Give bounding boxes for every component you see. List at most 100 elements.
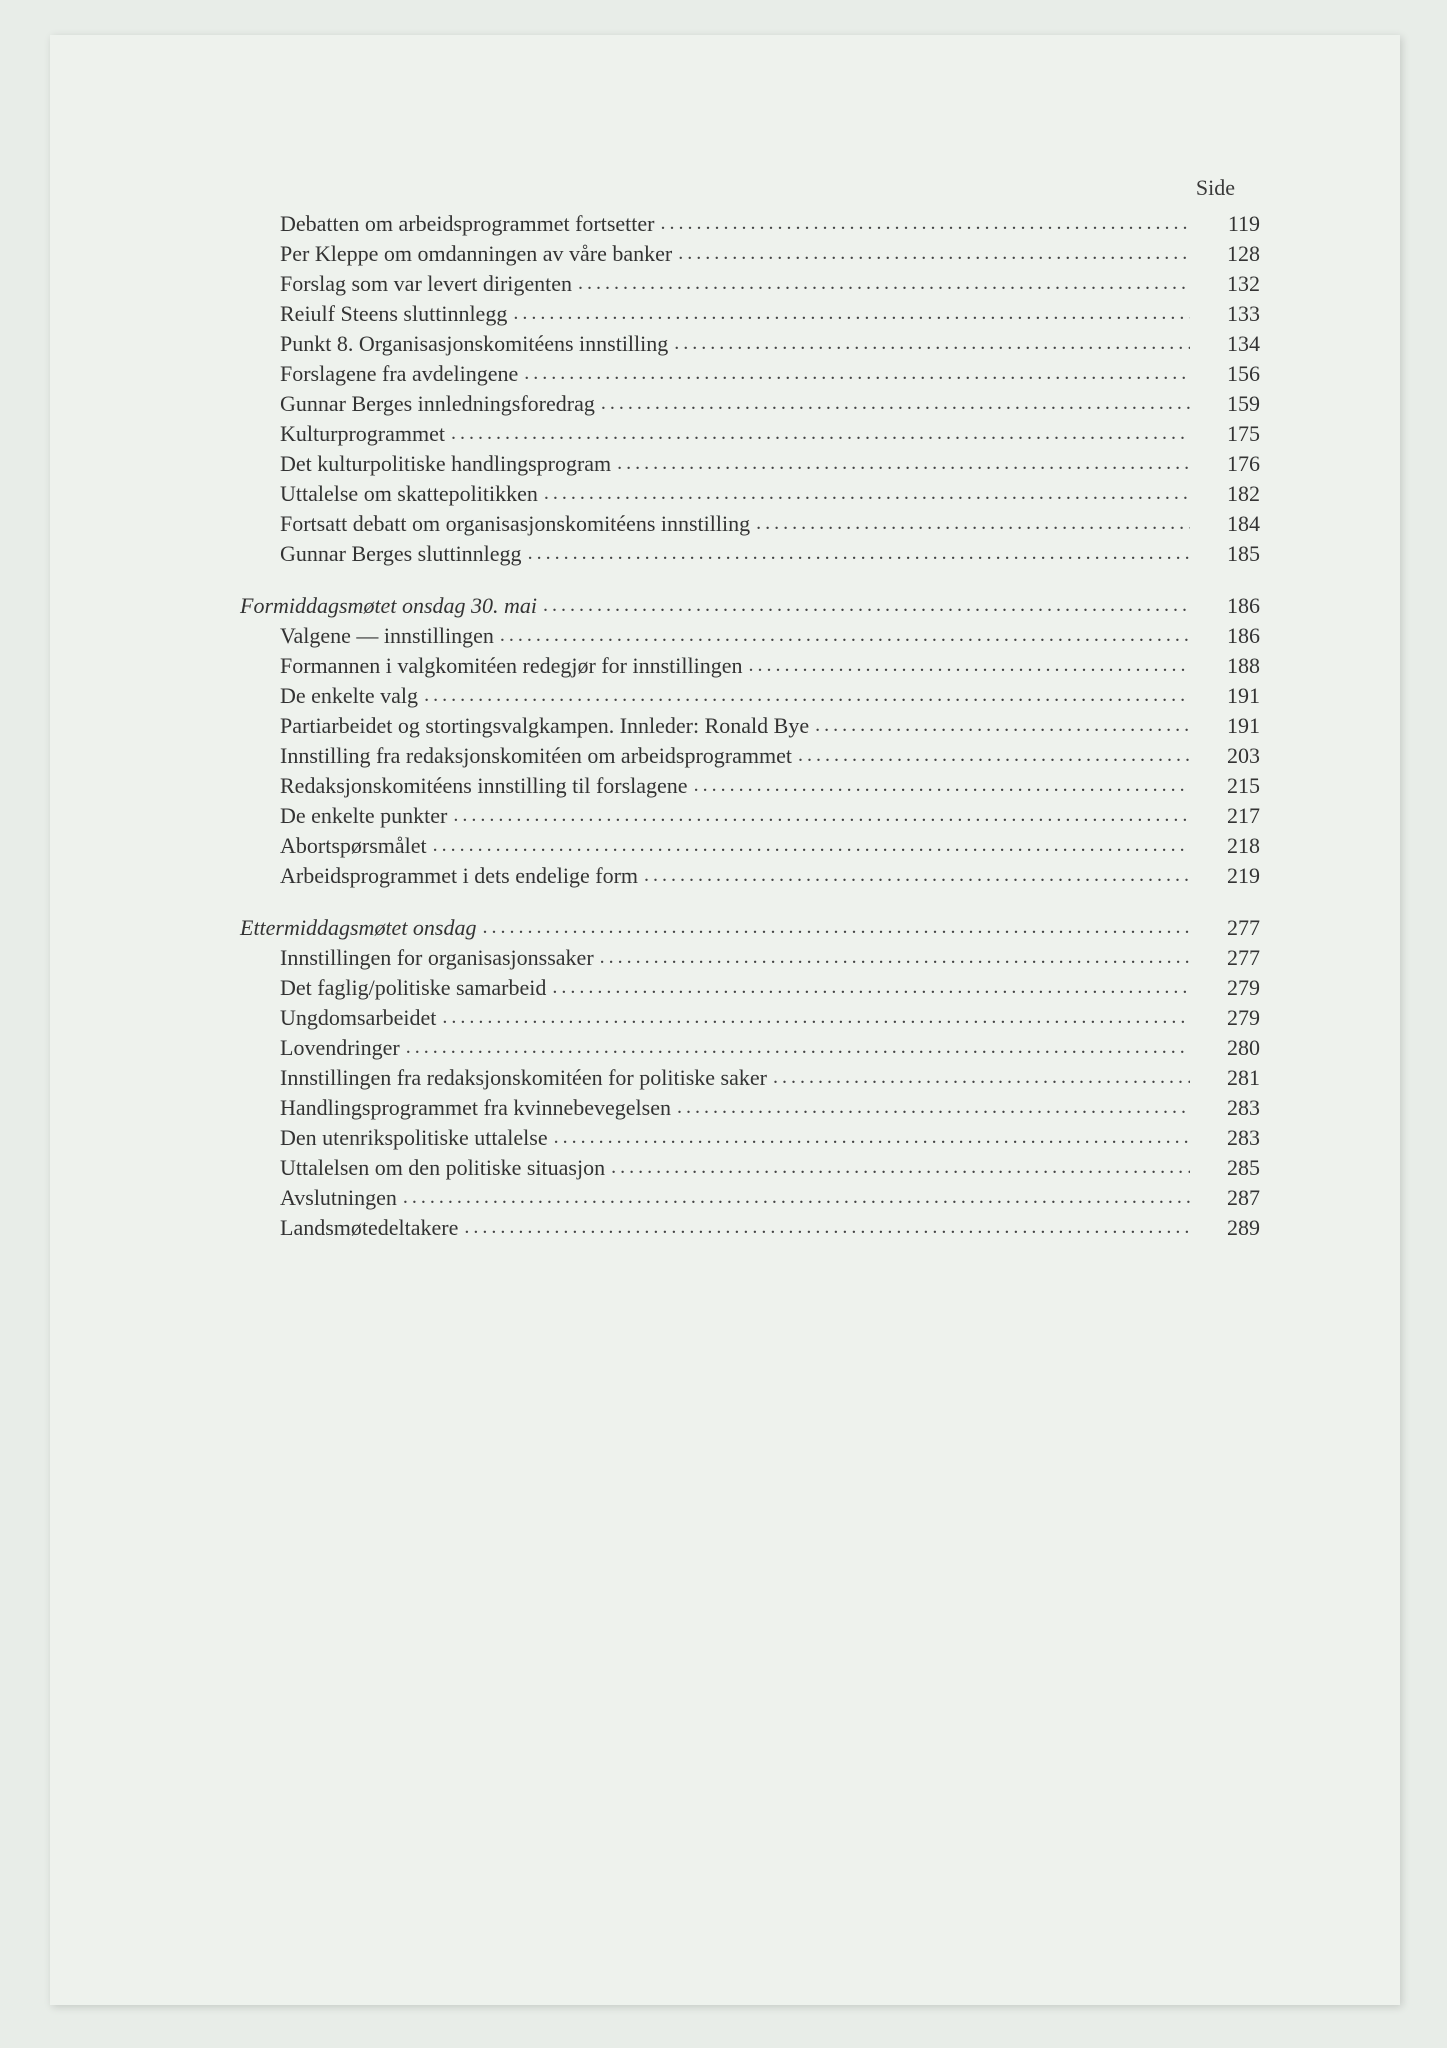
toc-entry-page: 218 [1190,831,1260,861]
toc-entry-row: Avslutningen............................… [190,1183,1260,1213]
toc-entry-label: Det kulturpolitiske handlingsprogram [280,449,617,479]
toc-entry-page: 128 [1190,239,1260,269]
toc-leader-dots: ........................................… [578,270,1190,297]
toc-entry-label: Lovendringer [280,1033,406,1063]
toc-entry-page: 134 [1190,329,1260,359]
toc-leader-dots: ........................................… [677,1094,1190,1121]
toc-entry-page: 186 [1190,621,1260,651]
toc-leader-dots: ........................................… [815,712,1190,739]
toc-entry-label: Forslagene fra avdelingene [280,359,524,389]
toc-entry-page: 184 [1190,509,1260,539]
toc-entry-page: 185 [1190,539,1260,569]
toc-entry-page: 176 [1190,449,1260,479]
toc-entry-label: Ungdomsarbeidet [280,1003,442,1033]
toc-leader-dots: ........................................… [424,682,1190,709]
toc-leader-dots: ........................................… [694,772,1190,799]
toc-leader-dots: ........................................… [433,832,1190,859]
table-of-contents: Debatten om arbeidsprogrammet fortsetter… [190,209,1260,1243]
toc-entry-page: 156 [1190,359,1260,389]
toc-entry-row: Forslagene fra avdelingene..............… [190,359,1260,389]
toc-leader-dots: ........................................… [749,652,1190,679]
toc-entry-label: Partiarbeidet og stortingsvalgkampen. In… [280,711,815,741]
toc-entry-page: 283 [1190,1123,1260,1153]
toc-entry-page: 191 [1190,681,1260,711]
toc-entry-row: De enkelte valg.........................… [190,681,1260,711]
header-row: Side [190,175,1260,201]
toc-leader-dots: ........................................… [756,510,1190,537]
toc-entry-label: Uttalelsen om den politiske situasjon [280,1153,611,1183]
toc-entry-label: Gunnar Berges innledningsforedrag [280,389,601,419]
toc-entry-page: 281 [1190,1063,1260,1093]
toc-entry-page: 203 [1190,741,1260,771]
toc-entry-page: 188 [1190,651,1260,681]
toc-entry-label: Innstillingen fra redaksjonskomitéen for… [280,1063,773,1093]
toc-leader-dots: ........................................… [453,802,1190,829]
toc-entry-row: Gunnar Berges sluttinnlegg..............… [190,539,1260,569]
toc-entry-label: Punkt 8. Organisasjonskomitéens innstill… [280,329,674,359]
toc-section: Ettermiddagsmøtet onsdag................… [190,913,1260,1243]
toc-entry-row: Forslag som var levert dirigenten.......… [190,269,1260,299]
toc-entry-label: Det faglig/politiske samarbeid [280,973,552,1003]
toc-entry-page: 119 [1190,209,1260,239]
toc-leader-dots: ........................................… [600,944,1190,971]
toc-entry-label: Kulturprogrammet [280,419,451,449]
document-page: Side Debatten om arbeidsprogrammet forts… [50,35,1400,2005]
toc-entry-row: Uttalelsen om den politiske situasjon...… [190,1153,1260,1183]
toc-leader-dots: ........................................… [543,592,1190,619]
toc-entry-label: Redaksjonskomitéens innstilling til fors… [280,771,694,801]
toc-leader-dots: ........................................… [528,540,1190,567]
toc-entry-label: Den utenrikspolitiske uttalelse [280,1123,554,1153]
toc-entry-row: Ungdomsarbeidet.........................… [190,1003,1260,1033]
toc-entry-page: 279 [1190,973,1260,1003]
toc-entry-row: Det kulturpolitiske handlingsprogram....… [190,449,1260,479]
toc-entry-row: Lovendringer............................… [190,1033,1260,1063]
toc-heading-page: 277 [1190,913,1260,943]
toc-leader-dots: ........................................… [660,210,1190,237]
toc-heading-page: 186 [1190,591,1260,621]
toc-entry-label: Arbeidsprogrammet i dets endelige form [280,861,644,891]
toc-entry-row: Landsmøtedeltakere......................… [190,1213,1260,1243]
toc-leader-dots: ........................................… [406,1034,1190,1061]
toc-entry-page: 283 [1190,1093,1260,1123]
toc-entry-page: 159 [1190,389,1260,419]
toc-entry-label: Landsmøtedeltakere [280,1213,464,1243]
toc-entry-label: Debatten om arbeidsprogrammet fortsetter [280,209,660,239]
toc-entry-label: Valgene — innstillingen [280,621,500,651]
toc-entry-page: 132 [1190,269,1260,299]
toc-entry-label: De enkelte valg [280,681,424,711]
toc-entry-row: Innstillingen for organisasjonssaker....… [190,943,1260,973]
toc-entry-row: Fortsatt debatt om organisasjonskomitéen… [190,509,1260,539]
toc-entry-row: De enkelte punkter......................… [190,801,1260,831]
toc-leader-dots: ........................................… [403,1184,1190,1211]
toc-entry-row: Arbeidsprogrammet i dets endelige form..… [190,861,1260,891]
toc-entry-row: Abortspørsmålet.........................… [190,831,1260,861]
toc-entry-row: Redaksjonskomitéens innstilling til fors… [190,771,1260,801]
toc-leader-dots: ........................................… [500,622,1190,649]
toc-leader-dots: ........................................… [483,914,1191,941]
toc-entry-row: Det faglig/politiske samarbeid..........… [190,973,1260,1003]
toc-entry-row: Formannen i valgkomitéen redegjør for in… [190,651,1260,681]
toc-leader-dots: ........................................… [524,360,1190,387]
toc-leader-dots: ........................................… [442,1004,1190,1031]
toc-entry-label: Per Kleppe om omdanningen av våre banker [280,239,678,269]
toc-entry-label: Abortspørsmålet [280,831,433,861]
toc-leader-dots: ........................................… [601,390,1190,417]
toc-entry-page: 280 [1190,1033,1260,1063]
toc-leader-dots: ........................................… [544,480,1190,507]
toc-entry-row: Handlingsprogrammet fra kvinnebevegelsen… [190,1093,1260,1123]
toc-entry-row: Innstilling fra redaksjonskomitéen om ar… [190,741,1260,771]
toc-entry-label: Uttalelse om skattepolitikken [280,479,544,509]
toc-heading-label: Ettermiddagsmøtet onsdag [240,913,483,943]
toc-entry-page: 277 [1190,943,1260,973]
toc-entry-page: 289 [1190,1213,1260,1243]
toc-leader-dots: ........................................… [773,1064,1190,1091]
toc-leader-dots: ........................................… [464,1214,1190,1241]
toc-leader-dots: ........................................… [674,330,1190,357]
toc-entry-label: Innstilling fra redaksjonskomitéen om ar… [280,741,798,771]
toc-entry-label: Fortsatt debatt om organisasjonskomitéen… [280,509,756,539]
toc-section: Formiddagsmøtet onsdag 30. mai..........… [190,591,1260,891]
toc-leader-dots: ........................................… [798,742,1190,769]
toc-entry-label: Forslag som var levert dirigenten [280,269,578,299]
column-header-page: Side [1196,175,1260,201]
toc-entry-row: Innstillingen fra redaksjonskomitéen for… [190,1063,1260,1093]
